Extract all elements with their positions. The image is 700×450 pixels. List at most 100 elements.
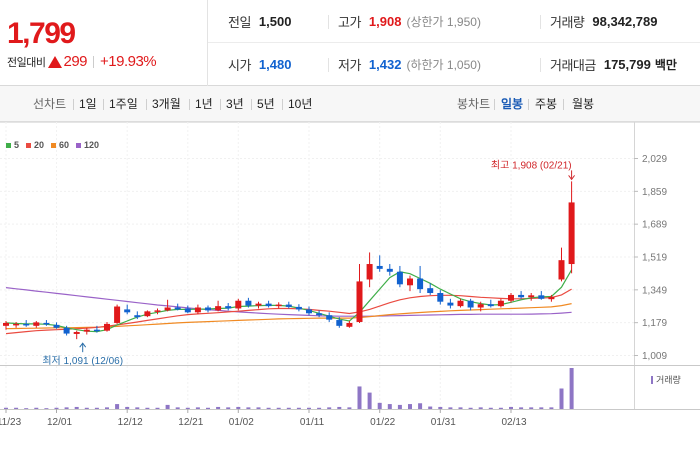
candle-body [326,315,333,320]
volume-bar [236,406,241,409]
candle-body [346,322,353,327]
divider [282,99,283,110]
divider [563,99,564,110]
candle-body [386,268,393,272]
volume-bar [54,407,59,409]
legend-item-ma5: 5 [6,140,19,150]
candle-body [356,281,363,322]
current-price-box: 1,799 전일대비 299 +19.93% [0,0,208,86]
divider [189,99,190,110]
volume-bar [296,407,301,409]
tab-weekly[interactable]: 주봉 [535,97,558,111]
volume-bar [377,402,382,409]
legend-item-ma120: 120 [76,140,99,150]
volume-bar [519,407,524,409]
stat-value: 98,342,789 [592,14,658,29]
tab-monthly[interactable]: 월봉 [572,97,595,111]
volume-bar [115,404,120,409]
volume-bar [529,407,534,409]
candle-body [184,308,191,313]
candle-body [477,304,484,308]
candle-body [548,296,555,300]
divider [494,99,495,110]
candle-body [336,320,343,326]
y-tick-label: 1,519 [642,253,667,264]
volume-bar [135,407,140,409]
volume-label: 거래량 [656,374,681,385]
candle-body [194,307,201,313]
divider [103,99,104,110]
tab-period-1w[interactable]: 1주일 [109,97,138,111]
candle-body [144,311,151,317]
stat-trade-value: 거래대금 175,799 백만 [540,43,677,86]
volume-bar [488,407,493,409]
candle-body [306,309,312,314]
candle-body [23,323,30,326]
candle-body [437,293,444,302]
candle-body [93,329,100,332]
volume-bar [498,407,503,409]
tab-period-10y[interactable]: 10년 [288,97,313,111]
candle-body [427,288,434,294]
high-arrowhead [568,175,575,181]
x-tick-label: 01/22 [370,417,395,428]
ma20-line [5,288,572,335]
stat-label: 전일 [228,15,251,30]
volume-bar [418,403,423,409]
y-tick-label: 1,009 [642,351,667,362]
stat-label: 시가 [228,58,251,73]
candle-body [245,300,252,306]
y-tick-label: 1,349 [642,285,667,296]
candle-body [487,304,494,307]
volume-bar [327,407,332,409]
stock-chart: 5 20 60 120 2,029 1,859 1,689 1,519 1,349 1,179 1… [0,122,700,450]
candle-body [13,323,20,326]
x-tick-label: 12/21 [178,417,203,428]
volume-bar [387,404,392,409]
candle-body [528,295,535,298]
tab-period-5y[interactable]: 5년 [257,97,275,111]
candle-body [235,300,242,309]
legend-label: 60 [59,140,70,150]
y-tick-label: 1,689 [642,220,667,231]
volume-bar [357,386,362,409]
candle-body [114,306,121,323]
stat-note: (하한가 1,050) [406,58,481,72]
divider [93,55,95,68]
candle-body [568,202,575,265]
volume-bar [478,407,483,409]
candle-body [285,304,292,307]
volume-bar [307,407,311,409]
candle-body [497,300,504,307]
volume-bar [165,404,170,409]
stats-row-2: 시가 1,480 저가 1,432 (하한가 1,050) 거래대금 175,7… [208,43,700,86]
volume-bar [317,407,322,409]
tab-daily[interactable]: 일봉 [501,97,524,111]
volume-bar [94,407,99,409]
candle-body [83,329,90,332]
x-tick-label: 11/23 [0,417,22,428]
candle-body [255,303,262,306]
candle-chart-label: 봉차트 [457,97,491,111]
candle-body [396,271,403,285]
tab-period-1d[interactable]: 1일 [79,97,97,111]
stat-label: 거래량 [550,15,585,30]
candle-body [417,278,424,290]
volume-bar [367,392,372,409]
tab-period-1y[interactable]: 1년 [195,97,213,111]
volume-bar [105,407,109,409]
stat-value: 1,908 [368,14,402,29]
candle-body [164,307,171,311]
tab-period-3y[interactable]: 3년 [226,97,244,111]
candle-body [376,265,383,269]
line-chart-label: 선차트 [33,97,67,111]
candle-body [205,307,211,311]
change-rate: +19.93% [100,53,157,70]
tab-period-3m[interactable]: 3개월 [152,97,181,111]
volume-bar [34,407,39,409]
change-label: 전일대비 [7,56,46,69]
chart-period-tabbar: 선차트 1일 1주일 3개월 1년 3년 5년 10년 봉차트 일봉 주봉 월봉 [0,86,700,122]
stat-value: 175,799 [603,57,651,72]
divider [220,99,221,110]
low-annotation: 최저 1,091 (12/06) [42,355,123,367]
